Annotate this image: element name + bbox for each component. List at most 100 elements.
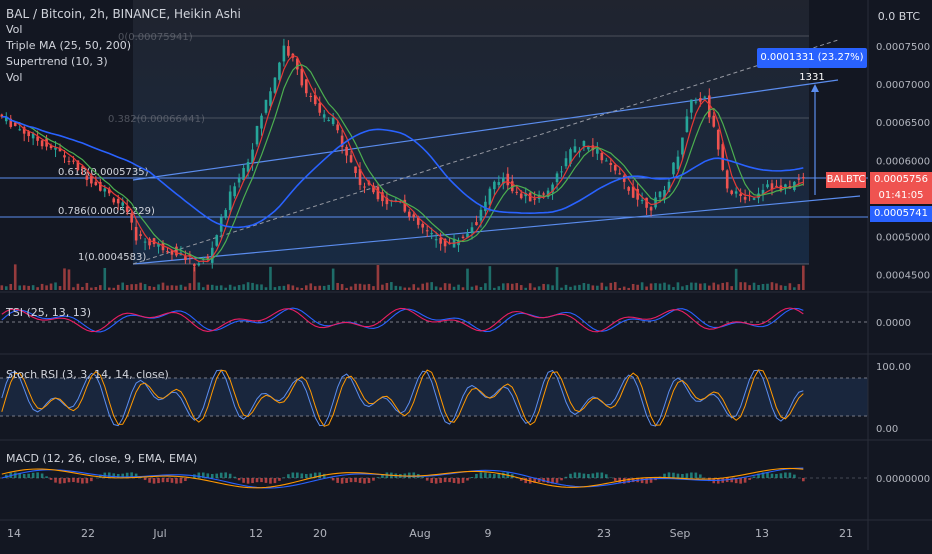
legend-triple-ma[interactable]: Triple MA (25, 50, 200) — [6, 38, 241, 54]
volume-bar — [54, 282, 57, 290]
volume-bar — [408, 288, 411, 290]
macd-histogram-bar — [363, 478, 366, 484]
volume-bar — [180, 285, 183, 290]
time-axis-label: 20 — [313, 527, 327, 540]
symbol-tag: BALBTC — [826, 172, 866, 188]
volume-bar — [793, 287, 796, 290]
candle-body — [309, 96, 312, 97]
volume-bar — [260, 284, 263, 290]
volume-bar — [354, 284, 357, 290]
candle-body — [520, 193, 523, 198]
macd-histogram-bar — [596, 473, 599, 478]
candle-body — [650, 207, 653, 210]
candle-body — [426, 230, 429, 231]
macd-histogram-bar — [242, 478, 245, 483]
volume-bar — [99, 285, 102, 290]
macd-histogram-bar — [802, 478, 805, 481]
volume-bar — [690, 283, 693, 290]
candle-body — [72, 161, 75, 162]
macd-histogram-bar — [601, 473, 604, 478]
macd-histogram-bar — [489, 474, 492, 478]
macd-histogram-bar — [341, 478, 344, 484]
fib-label-618: 0.618(0.0005735) — [58, 167, 149, 178]
volume-bar — [417, 288, 420, 290]
volume-bar — [583, 283, 586, 290]
currency-badge[interactable]: 0.0 BTC — [878, 10, 920, 23]
volume-bar — [596, 286, 599, 290]
volume-bar — [775, 283, 778, 290]
candle-body — [699, 98, 702, 102]
volume-bar — [68, 269, 71, 290]
candle-body — [305, 79, 308, 93]
volume-bar — [377, 265, 380, 290]
macd-histogram-bar — [265, 478, 268, 483]
candle-body — [686, 116, 689, 132]
last-price-tag: 0.0005756 — [870, 172, 932, 188]
volume-bar — [641, 282, 644, 290]
macd-histogram-bar — [681, 474, 684, 478]
volume-bar — [668, 285, 671, 290]
volume-bar — [269, 267, 272, 290]
candle-body — [623, 176, 626, 182]
candle-body — [583, 141, 586, 146]
macd-histogram-bar — [677, 474, 680, 478]
macd-histogram-bar — [775, 474, 778, 478]
stoch-axis-label-bottom: 0.00 — [876, 424, 898, 435]
volume-bar — [605, 286, 608, 290]
legend-supertrend[interactable]: Supertrend (10, 3) — [6, 54, 241, 70]
macd-histogram-bar — [198, 473, 201, 478]
volume-bar — [695, 283, 698, 290]
fib-label-1: 1(0.0004583) — [78, 252, 146, 263]
candle-body — [412, 214, 415, 217]
macd-histogram-bar — [614, 478, 617, 481]
candle-body — [641, 200, 644, 201]
macd-label[interactable]: MACD (12, 26, close, 9, EMA, EMA) — [6, 452, 197, 465]
volume-bar — [336, 283, 339, 290]
volume-bar — [735, 269, 738, 290]
candle-body — [327, 120, 330, 121]
measure-label[interactable]: 0.0001331 (23.27%) 1331 — [757, 48, 867, 68]
candle-body — [739, 194, 742, 196]
macd-histogram-bar — [305, 474, 308, 478]
macd-histogram-bar — [269, 478, 272, 484]
volume-bar — [395, 286, 398, 290]
macd-histogram-bar — [457, 478, 460, 484]
volume-bar — [359, 284, 362, 290]
volume-bar — [404, 288, 407, 290]
candle-body — [618, 173, 621, 174]
tsi-label[interactable]: TSI (25, 13, 13) — [6, 306, 91, 319]
symbol-title[interactable]: BAL / Bitcoin, 2h, BINANCE, Heikin Ashi — [6, 6, 241, 22]
volume-bar — [663, 283, 666, 290]
volume-bar — [542, 284, 545, 290]
time-axis-label: Jul — [152, 527, 166, 540]
macd-histogram-bar — [368, 478, 371, 483]
volume-bar — [632, 284, 635, 290]
volume-bar — [560, 288, 563, 290]
volume-bar — [50, 284, 53, 290]
volume-bar — [14, 264, 17, 290]
volume-bar — [601, 283, 604, 290]
stoch-label[interactable]: Stoch RSI (3, 3, 14, 14, close) — [6, 368, 169, 381]
macd-histogram-bar — [287, 474, 290, 478]
volume-bar — [556, 267, 559, 290]
volume-bar — [493, 288, 496, 290]
candle-body — [301, 69, 304, 85]
macd-histogram-bar — [453, 478, 456, 483]
candle-body — [198, 263, 201, 265]
volume-bar — [63, 268, 66, 290]
candle-body — [332, 118, 335, 124]
legend-vol[interactable]: Vol — [6, 22, 241, 38]
candle-body — [63, 155, 66, 157]
volume-bar — [766, 284, 769, 290]
volume-bar — [117, 285, 120, 290]
legend-vol-2[interactable]: Vol — [6, 70, 241, 86]
volume-bar — [739, 282, 742, 290]
volume-bar — [220, 285, 223, 290]
time-axis-label: 23 — [597, 527, 611, 540]
volume-bar — [569, 287, 572, 290]
macd-histogram-bar — [466, 478, 469, 480]
macd-histogram-bar — [166, 478, 169, 482]
price-axis-label: 0.0007500 — [876, 42, 930, 53]
volume-bar — [412, 284, 415, 290]
